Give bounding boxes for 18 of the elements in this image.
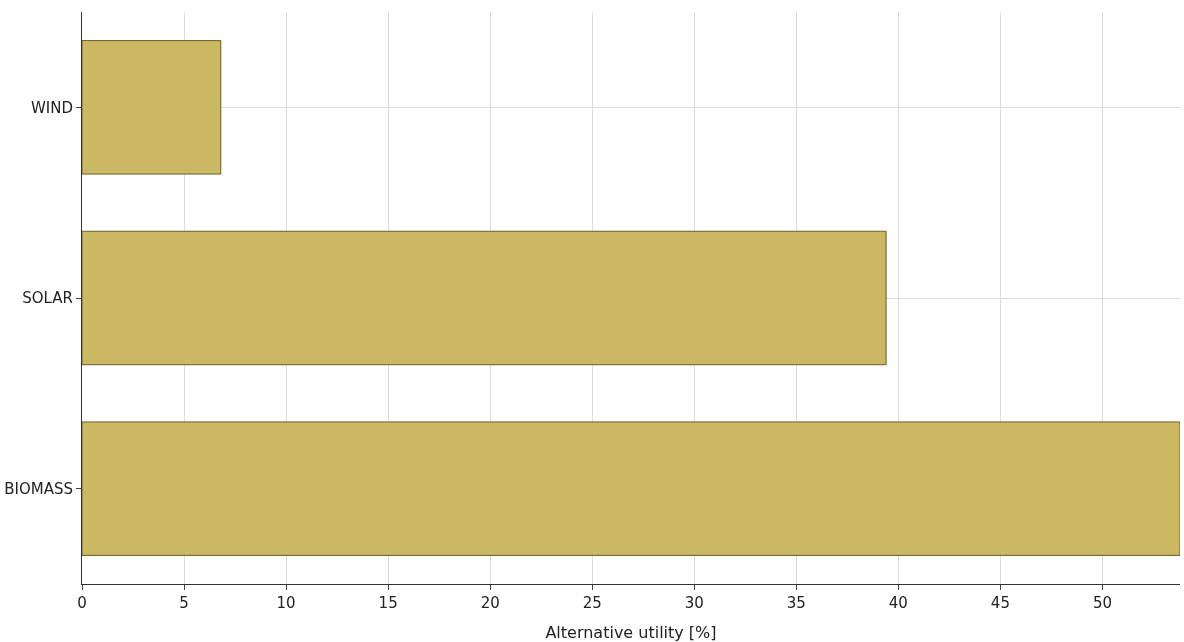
bar [82, 230, 887, 366]
bar [82, 421, 1180, 556]
x-tick-label: 30 [684, 594, 704, 612]
y-tick-label: WIND [30, 98, 73, 117]
x-tick-label: 50 [1092, 594, 1112, 612]
x-tick-label: 40 [888, 594, 908, 612]
x-tick-label: 10 [276, 594, 296, 612]
x-tick-label: 45 [990, 594, 1010, 612]
bar [82, 40, 222, 175]
x-tick-label: 35 [786, 594, 806, 612]
y-tick-label: BIOMASS [4, 479, 73, 498]
x-tick-label: 20 [480, 594, 500, 612]
x-axis-title: Alternative utility [%] [545, 622, 717, 642]
x-tick-label: 15 [378, 594, 398, 612]
x-tick-label: 25 [582, 594, 602, 612]
x-tick-label: 5 [179, 594, 189, 612]
x-tick-label: 0 [77, 594, 87, 612]
y-tick-label: SOLAR [22, 289, 73, 308]
